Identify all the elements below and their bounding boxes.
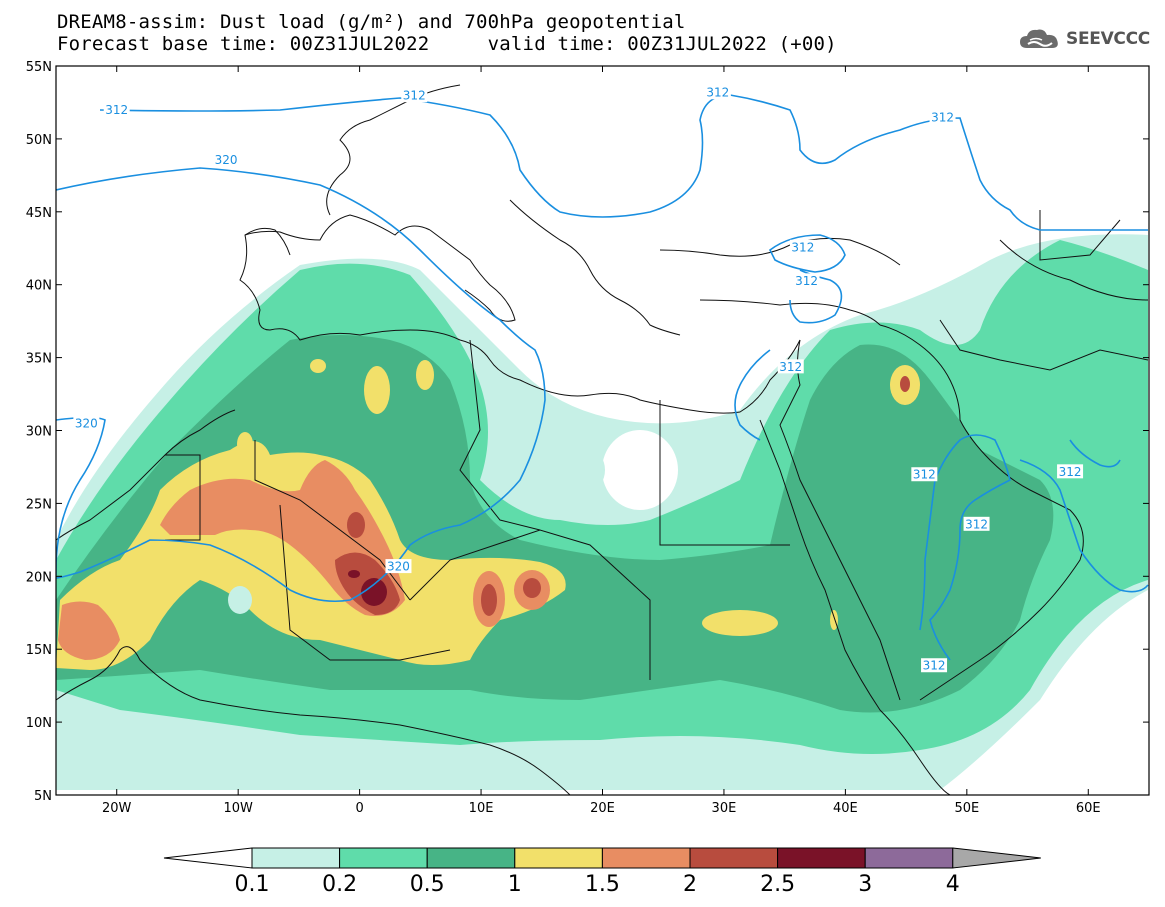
contour-label: 312: [779, 360, 802, 374]
lon-tick-label: 60E: [1076, 801, 1101, 816]
lat-tick-label: 40N: [26, 279, 52, 294]
colorbar-label: 2.5: [760, 872, 795, 897]
lat-tick-label: 35N: [26, 352, 52, 367]
colorbar-label: 0.1: [235, 872, 270, 897]
lon-tick-label: 20E: [590, 801, 615, 816]
lat-tick-label: 15N: [26, 643, 52, 658]
latitude-axis: 55N 50N 45N 40N 35N 30N 25N 20N 15N 10N 5N: [26, 60, 1149, 804]
contour-label: 312: [105, 103, 128, 117]
contour-label-bg: [213, 152, 240, 167]
contour-label: 312: [913, 468, 936, 482]
coastlines-and-borders: [56, 84, 1149, 795]
map-title-line-2: Forecast base time: 00Z31JUL2022 valid t…: [57, 33, 837, 55]
lon-tick-label: 0: [355, 801, 363, 816]
contour-label-bg: [103, 102, 130, 117]
colorbar-swatch: [251, 847, 341, 869]
contour-label-bg: [921, 658, 948, 673]
colorbar-label: 4: [946, 872, 960, 897]
contour-label: 320: [215, 153, 238, 167]
contour-labels: 312 312 312 312 320 312 312 312 320 312 312 312 320 3…: [73, 85, 1084, 673]
contour-label-bg: [789, 239, 816, 254]
map-title-line-1: DREAM8-assim: Dust load (g/m²) and 700hP…: [57, 11, 686, 33]
contour-label: 320: [75, 417, 98, 431]
colorbar-high-arrow: [952, 847, 1041, 869]
contour-label-bg: [704, 85, 731, 100]
colorbar-low-arrow: [163, 847, 253, 869]
dust-load-field: [56, 234, 1148, 790]
longitude-axis: 20W 10W 0 10E 20E 30E 40E 50E 60E: [102, 66, 1101, 816]
contour-label-bg: [911, 467, 938, 482]
colorbar-swatch: [339, 847, 428, 869]
lon-tick-label: 10E: [469, 801, 494, 816]
contour-label-bg: [777, 359, 804, 374]
contour-label: 312: [795, 274, 818, 288]
colorbar-label: 3: [858, 872, 872, 897]
contour-label: 320: [387, 560, 410, 574]
colorbar-label: 0.2: [322, 872, 357, 897]
lat-tick-label: 30N: [26, 425, 52, 440]
colorbar: 0.1 0.2 0.5 1 1.5 2 2.5 3 4: [163, 847, 1041, 897]
cloud-icon: [1020, 29, 1058, 48]
lon-tick-label: 50E: [954, 801, 979, 816]
contour-label-bg: [793, 273, 820, 288]
seevccc-logo: SEEVCCC: [1018, 26, 1150, 52]
contour-label: 312: [403, 89, 426, 103]
colorbar-label: 1: [508, 872, 522, 897]
colorbar-label: 1.5: [585, 872, 620, 897]
contour-label-bg: [929, 110, 956, 125]
colorbar-swatch: [514, 847, 603, 869]
colorbar-swatch: [864, 847, 954, 869]
lat-tick-label: 5N: [34, 789, 52, 804]
contour-label: 312: [791, 240, 814, 254]
contour-label: 312: [1059, 465, 1082, 479]
lat-tick-label: 10N: [26, 716, 52, 731]
lat-tick-label: 20N: [26, 570, 52, 585]
lon-tick-label: 30E: [712, 801, 737, 816]
colorbar-label: 0.5: [410, 872, 445, 897]
colorbar-swatch: [426, 847, 516, 869]
contour-label-bg: [385, 559, 412, 574]
colorbar-swatch: [777, 847, 866, 869]
lon-tick-label: 10W: [223, 801, 253, 816]
colorbar-label: 2: [683, 872, 697, 897]
colorbar-swatch: [689, 847, 779, 869]
contour-label-bg: [1057, 464, 1084, 479]
lat-tick-label: 50N: [26, 133, 52, 148]
contour-label: 312: [931, 111, 954, 125]
lat-tick-label: 55N: [26, 60, 52, 75]
contour-label-bg: [401, 88, 428, 103]
contour-label: 312: [706, 86, 729, 100]
contour-label-bg: [73, 416, 100, 431]
logo-text: SEEVCCC: [1066, 29, 1150, 49]
colorbar-swatch: [601, 847, 691, 869]
contour-label-bg: [963, 516, 990, 531]
lon-tick-label: 20W: [102, 801, 132, 816]
lat-tick-label: 25N: [26, 497, 52, 512]
lon-tick-label: 40E: [833, 801, 858, 816]
lat-tick-label: 45N: [26, 206, 52, 221]
contour-label: 312: [923, 659, 946, 673]
contour-label: 312: [965, 517, 988, 531]
